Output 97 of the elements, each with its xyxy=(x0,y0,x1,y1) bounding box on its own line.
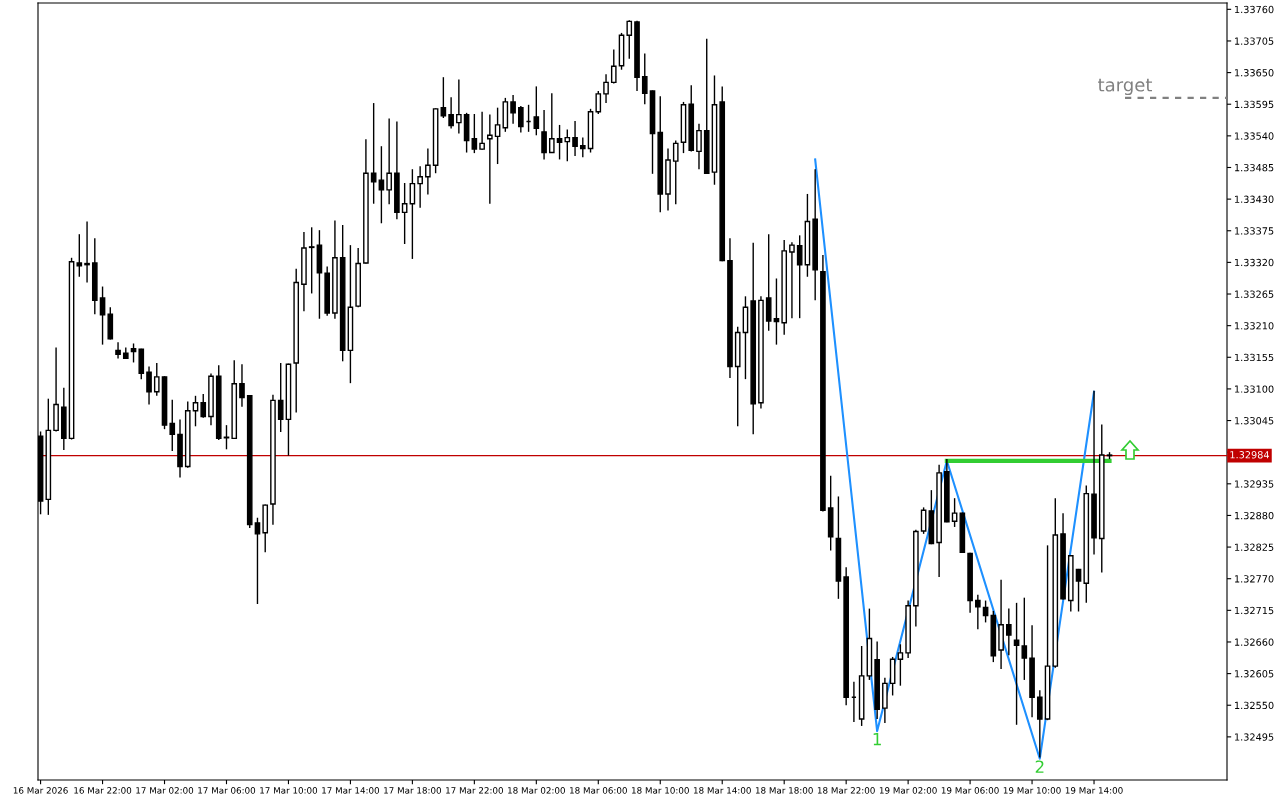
x-tick-label: 17 Mar 22:00 xyxy=(446,787,503,794)
x-tick-label: 17 Mar 06:00 xyxy=(198,787,256,794)
y-tick-label: 1.33375 xyxy=(1235,227,1274,235)
candlestick xyxy=(765,233,772,332)
x-tick-label: 18 Mar 06:00 xyxy=(570,787,627,794)
candlestick xyxy=(672,139,679,205)
x-tick-label: 17 Mar 18:00 xyxy=(384,787,442,794)
candlestick xyxy=(510,94,516,125)
y-tick-label: 1.33320 xyxy=(1235,258,1274,267)
candlestick xyxy=(518,105,524,134)
annotation: 2 xyxy=(1035,760,1044,773)
candlestick xyxy=(533,85,540,136)
candlestick xyxy=(494,106,501,165)
y-tick-label: 1.33430 xyxy=(1235,195,1274,203)
y-tick-label: 1.33595 xyxy=(1235,100,1274,109)
x-tick-label: 17 Mar 14:00 xyxy=(322,787,380,794)
candlestick xyxy=(417,165,423,209)
y-tick-label: 1.32660 xyxy=(1235,638,1274,646)
x-tick-label: 17 Mar 02:00 xyxy=(136,787,194,794)
candlestick xyxy=(626,19,633,60)
candlestick xyxy=(975,594,981,631)
y-tick-label: 1.33045 xyxy=(1235,417,1274,425)
candlestick xyxy=(579,136,586,158)
y-tick-label: 1.33540 xyxy=(1235,132,1274,140)
x-tick-label: 18 Mar 02:00 xyxy=(508,787,565,794)
candlestick xyxy=(1036,689,1043,759)
x-tick-label: 18 Mar 18:00 xyxy=(755,787,813,794)
candlestick xyxy=(572,120,578,157)
y-tick-label: 1.32550 xyxy=(1235,701,1274,710)
candlestick xyxy=(401,182,408,245)
candlestick xyxy=(595,90,602,115)
x-tick-label: 17 Mar 10:00 xyxy=(260,787,318,794)
candlestick xyxy=(548,92,555,154)
y-tick-label: 1.33705 xyxy=(1235,37,1274,45)
x-tick-label: 16 Mar 2026 xyxy=(13,787,68,794)
candlestick xyxy=(556,124,563,161)
candlestick xyxy=(1005,607,1012,656)
candlestick xyxy=(254,517,261,605)
x-tick-label: 19 Mar 02:00 xyxy=(879,787,937,794)
ref-line-label: 1.32984 xyxy=(1230,451,1270,459)
x-tick-label: 18 Mar 10:00 xyxy=(632,787,689,794)
candlestick xyxy=(696,123,702,170)
y-tick-label: 1.32770 xyxy=(1235,575,1274,583)
candlestick xyxy=(308,226,315,295)
candlestick xyxy=(146,365,152,406)
y-tick-label: 1.32495 xyxy=(1235,733,1274,741)
series-label: target xyxy=(1098,78,1153,96)
x-tick-label: 19 Mar 14:00 xyxy=(1065,787,1123,794)
candlestick xyxy=(99,285,106,346)
candlestick xyxy=(370,102,377,205)
x-tick-label: 19 Mar 06:00 xyxy=(941,787,999,794)
candlestick xyxy=(84,220,90,284)
candlestick xyxy=(951,497,958,528)
candlestick xyxy=(153,362,160,397)
y-tick-label: 1.32935 xyxy=(1235,480,1274,488)
candlestick xyxy=(130,342,137,364)
candlestick xyxy=(773,277,780,346)
candlestick xyxy=(239,363,245,408)
candlestick xyxy=(277,362,284,433)
candlestick xyxy=(897,643,904,687)
candlestick xyxy=(641,52,648,105)
y-tick-label: 1.32715 xyxy=(1235,606,1274,615)
candlestick xyxy=(448,96,454,130)
candlestick xyxy=(541,109,547,161)
candlestick xyxy=(603,73,609,104)
y-tick-label: 1.33210 xyxy=(1235,322,1274,330)
y-tick-label: 1.32605 xyxy=(1235,670,1274,678)
x-tick-label: 18 Mar 22:00 xyxy=(817,787,875,794)
y-tick-label: 1.32880 xyxy=(1235,511,1274,520)
candlestick xyxy=(487,113,493,205)
candlestick xyxy=(789,241,795,319)
y-tick-label: 1.33265 xyxy=(1235,290,1274,298)
y-tick-label: 1.33650 xyxy=(1235,69,1274,77)
candlestick xyxy=(115,341,121,360)
candlestick xyxy=(796,234,803,319)
candlestick xyxy=(425,147,431,196)
candlestick xyxy=(1075,568,1082,613)
candlestick xyxy=(610,48,617,85)
y-tick-label: 1.33155 xyxy=(1235,353,1274,362)
candlestick xyxy=(456,78,462,135)
x-tick-label: 16 Mar 22:00 xyxy=(74,787,132,794)
candlestick xyxy=(200,393,207,419)
candlestick xyxy=(76,233,83,278)
candlestick xyxy=(386,117,392,205)
candlestick xyxy=(471,113,478,154)
y-tick-label: 1.33100 xyxy=(1235,385,1274,393)
candlestick xyxy=(479,111,485,151)
x-tick-label: 18 Mar 14:00 xyxy=(693,787,751,794)
annotation: 1 xyxy=(873,733,881,746)
x-tick-label: 19 Mar 10:00 xyxy=(1003,787,1061,794)
candlestick xyxy=(378,145,385,224)
y-tick-label: 1.33485 xyxy=(1235,163,1274,172)
candlestick xyxy=(564,128,571,162)
y-tick-label: 1.33760 xyxy=(1235,5,1274,14)
y-tick-label: 1.32825 xyxy=(1235,543,1274,551)
candlestick xyxy=(1021,596,1028,681)
candlestick xyxy=(169,399,176,452)
